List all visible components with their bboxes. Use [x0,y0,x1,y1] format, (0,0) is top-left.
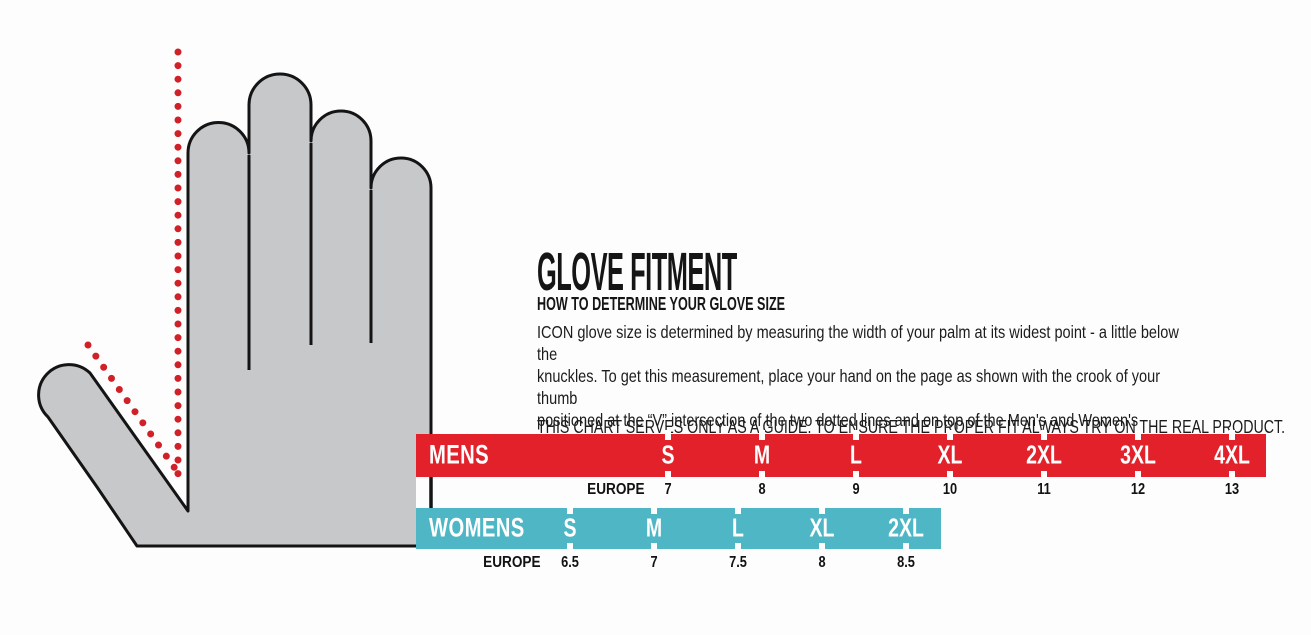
size-tick [947,430,953,440]
europe-size-value: 6.5 [561,554,579,571]
europe-size-value: 9 [852,481,860,498]
size-tick [651,543,657,553]
page-title: GLOVE FITMENT [537,242,737,303]
size-tick [735,504,741,514]
womens-europe-row: EUROPE 6.5 7 7.5 8 8.5 [416,553,941,573]
size-tick [853,471,859,481]
size-tick [759,471,765,481]
size-tick [1135,471,1141,481]
europe-size-value: 7 [664,481,672,498]
size-tick [567,504,573,514]
europe-size-value: 7 [650,554,658,571]
size-tick [819,504,825,514]
europe-size-value: 8.5 [897,554,915,571]
size-tick [735,543,741,553]
europe-size-value: 10 [942,481,958,498]
size-label: 2XL [1026,438,1062,469]
size-tick [651,504,657,514]
size-tick [903,543,909,553]
size-tick [665,430,671,440]
europe-size-value: 12 [1130,481,1146,498]
womens-europe-label: EUROPE [483,554,541,571]
finger-crease-lines [247,143,373,370]
size-label: M [753,438,771,469]
size-label: 3XL [1120,438,1156,469]
europe-size-value: 8 [818,554,826,571]
womens-bar-label: WOMENS [429,511,525,542]
europe-row-background [416,477,1266,508]
size-label: L [850,438,862,469]
hand-outline-shape [37,72,433,548]
size-tick [947,471,953,481]
europe-size-value: 7.5 [729,554,747,571]
size-tick [853,430,859,440]
guide-disclaimer: THIS CHART SERVES ONLY AS A GUIDE. TO EN… [537,417,1286,437]
size-tick [1135,430,1141,440]
size-label: XL [937,438,963,469]
size-tick [819,543,825,553]
womens-size-bar: WOMENS S M L XL 2XL [416,504,941,553]
mens-bar-label: MENS [429,438,490,469]
mens-size-bar: MENS S M L XL 2XL 3XL 4XL [416,430,1266,481]
size-label: S [563,511,577,542]
europe-size-value: 11 [1037,481,1051,498]
size-label: M [645,511,663,542]
size-tick [759,430,765,440]
howto-body-text: ICON glove size is determined by measuri… [537,321,1179,452]
size-label: 4XL [1214,438,1250,469]
europe-size-value: 13 [1224,481,1240,498]
howto-heading: HOW TO DETERMINE YOUR GLOVE SIZE [537,293,786,314]
size-tick [1041,471,1047,481]
size-tick [1229,471,1235,481]
size-tick [567,543,573,553]
size-tick [1229,430,1235,440]
size-label: XL [809,511,835,542]
mens-europe-label: EUROPE [587,481,645,498]
mens-europe-row: EUROPE 7 8 9 10 11 12 13 [416,480,1266,500]
size-tick [903,504,909,514]
size-tick [1041,430,1047,440]
size-tick [665,471,671,481]
diagonal-dotted-measure-line [84,341,185,481]
size-label: 2XL [888,511,924,542]
europe-size-value: 8 [758,481,766,498]
size-label: L [732,511,744,542]
size-label: S [661,438,675,469]
